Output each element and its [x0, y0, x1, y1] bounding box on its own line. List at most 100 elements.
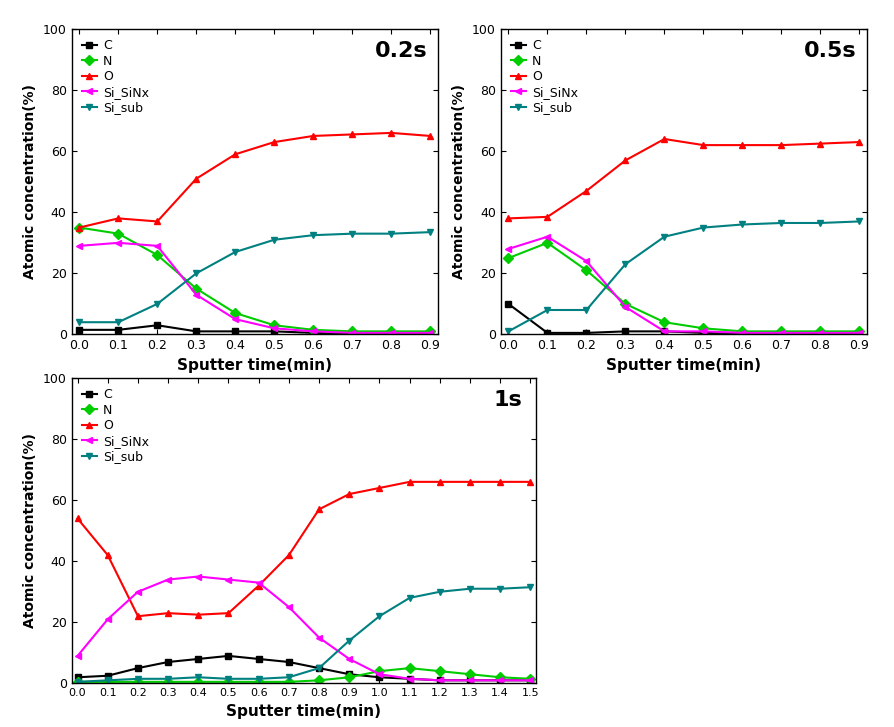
- Si_SiNx: [72, 651, 83, 660]
- N: [854, 327, 864, 336]
- Si_sub: [283, 673, 294, 682]
- C: [132, 664, 143, 672]
- O: [542, 212, 552, 221]
- O: [386, 129, 397, 137]
- Si_SiNx: [314, 633, 325, 642]
- C: [224, 651, 234, 660]
- Si_sub: [72, 678, 83, 686]
- N: [434, 667, 445, 675]
- Si_SiNx: [103, 615, 114, 624]
- Si_sub: [193, 673, 204, 682]
- Si_sub: [815, 219, 826, 228]
- O: [503, 214, 514, 222]
- Si_SiNx: [113, 238, 123, 247]
- C: [152, 321, 163, 329]
- N: [465, 670, 476, 678]
- Line: Si_SiNx: Si_SiNx: [505, 233, 863, 337]
- C: [347, 329, 358, 337]
- C: [103, 672, 114, 680]
- O: [224, 608, 234, 617]
- Si_SiNx: [776, 329, 787, 337]
- Si_SiNx: [620, 302, 631, 311]
- Line: O: O: [74, 478, 534, 619]
- Legend: C, N, O, Si_SiNx, Si_sub: C, N, O, Si_SiNx, Si_sub: [78, 385, 153, 467]
- Line: Si_sub: Si_sub: [74, 584, 534, 686]
- C: [776, 329, 787, 337]
- Si_SiNx: [253, 578, 264, 587]
- Si_SiNx: [815, 329, 826, 337]
- O: [132, 612, 143, 621]
- O: [152, 217, 163, 226]
- C: [74, 326, 85, 334]
- Si_sub: [314, 664, 325, 672]
- Line: C: C: [74, 652, 534, 684]
- Si_SiNx: [404, 675, 415, 683]
- Si_sub: [344, 636, 355, 645]
- Si_sub: [152, 300, 163, 308]
- N: [191, 284, 202, 293]
- Line: Si_SiNx: Si_SiNx: [76, 239, 434, 337]
- Si_SiNx: [659, 327, 670, 336]
- Si_sub: [698, 223, 709, 232]
- Text: 1s: 1s: [493, 390, 522, 410]
- X-axis label: Sputter time(min): Sputter time(min): [226, 704, 382, 719]
- O: [581, 187, 592, 196]
- Si_sub: [525, 583, 536, 592]
- O: [314, 505, 325, 514]
- N: [344, 673, 355, 682]
- Si_sub: [659, 233, 670, 241]
- N: [404, 664, 415, 672]
- Si_SiNx: [308, 327, 318, 336]
- C: [283, 658, 294, 667]
- Si_SiNx: [386, 329, 397, 337]
- N: [737, 327, 747, 336]
- Line: Si_sub: Si_sub: [76, 229, 434, 326]
- Si_SiNx: [132, 587, 143, 596]
- C: [230, 327, 240, 336]
- C: [659, 327, 670, 336]
- O: [191, 174, 202, 183]
- Line: Si_SiNx: Si_SiNx: [74, 573, 534, 684]
- Si_SiNx: [425, 329, 435, 337]
- N: [386, 327, 397, 336]
- C: [737, 329, 747, 337]
- N: [163, 678, 173, 686]
- Si_SiNx: [494, 676, 505, 685]
- N: [542, 238, 552, 247]
- C: [404, 675, 415, 683]
- C: [163, 658, 173, 667]
- Si_SiNx: [74, 241, 85, 250]
- N: [525, 675, 536, 683]
- Si_sub: [163, 675, 173, 683]
- Si_sub: [542, 305, 552, 314]
- Legend: C, N, O, Si_SiNx, Si_sub: C, N, O, Si_SiNx, Si_sub: [78, 36, 153, 118]
- C: [503, 300, 514, 308]
- N: [776, 327, 787, 336]
- Text: 0.2s: 0.2s: [375, 41, 427, 61]
- N: [374, 667, 384, 675]
- Line: N: N: [76, 224, 434, 335]
- Si_SiNx: [434, 676, 445, 685]
- Si_sub: [503, 327, 514, 336]
- C: [525, 676, 536, 685]
- O: [269, 137, 280, 146]
- O: [374, 483, 384, 492]
- Line: N: N: [505, 239, 863, 335]
- C: [72, 673, 83, 682]
- Si_sub: [113, 318, 123, 326]
- N: [224, 678, 234, 686]
- Y-axis label: Atomic concentration(%): Atomic concentration(%): [23, 433, 38, 628]
- C: [465, 676, 476, 685]
- Si_SiNx: [854, 329, 864, 337]
- N: [314, 676, 325, 685]
- Y-axis label: Atomic concentration(%): Atomic concentration(%): [23, 84, 38, 279]
- N: [132, 678, 143, 686]
- Si_sub: [347, 229, 358, 238]
- C: [314, 664, 325, 672]
- C: [815, 329, 826, 337]
- Si_sub: [74, 318, 85, 326]
- O: [854, 137, 864, 146]
- Si_sub: [191, 269, 202, 278]
- Si_sub: [308, 230, 318, 239]
- Si_SiNx: [503, 244, 514, 253]
